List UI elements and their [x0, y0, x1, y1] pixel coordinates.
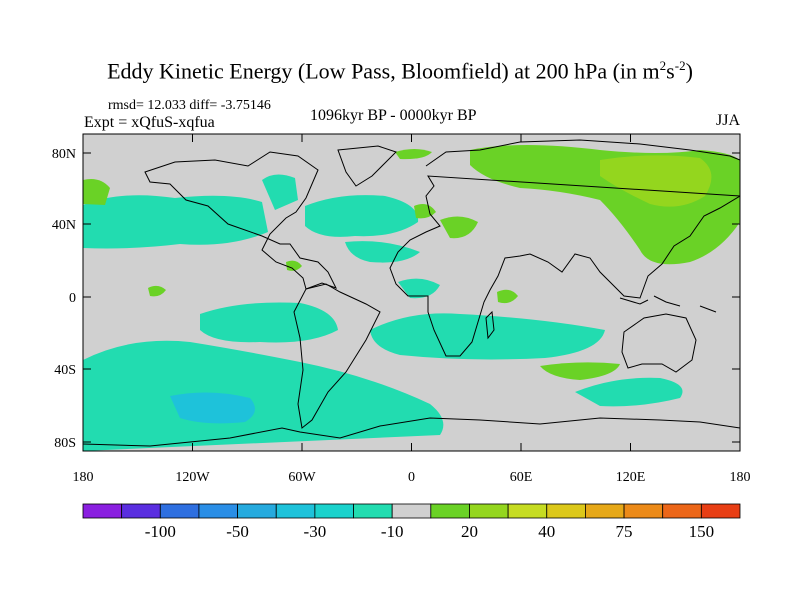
positive-anomaly-regions [83, 145, 740, 380]
coastline-indonesia [619, 295, 717, 313]
lon-label: 120W [175, 470, 210, 485]
colorbar-label: 20 [461, 522, 478, 541]
strong-negative-region-south-pacific [170, 392, 255, 424]
lon-label: 60E [510, 470, 533, 485]
coastline-south-america [293, 283, 381, 429]
latitude-axis: 80N 40N 0 40S 80S [52, 147, 740, 451]
negative-region-south-pacific-band [200, 302, 338, 343]
positive-region-east-africa [497, 289, 518, 304]
longitude-axis: 180 120W 60W 0 60E 120E 180 [73, 134, 751, 485]
colorbar-swatch [353, 503, 393, 519]
colorbar-swatch [159, 503, 200, 519]
chart-title: Eddy Kinetic Energy (Low Pass, Bloomfiel… [107, 58, 693, 84]
colorbar-label: 75 [616, 522, 633, 541]
coastline-madagascar [485, 310, 495, 340]
colorbar-swatch [237, 503, 277, 519]
lon-label: 120E [616, 470, 646, 485]
lon-label: 0 [408, 470, 415, 485]
stats-text: rmsd= 12.033 diff= -3.75146 [108, 98, 271, 113]
experiment-label: Expt = xQfuS-xqfua [84, 114, 215, 131]
colorbar-swatch [314, 503, 354, 519]
colorbar-swatch [507, 503, 548, 519]
lat-label: 80N [52, 147, 76, 162]
coastline-north-america [144, 151, 338, 290]
colorbar-swatch [700, 503, 741, 519]
colorbar-swatch [391, 503, 432, 519]
colorbar-label: -50 [226, 522, 249, 541]
strong-positive-region-siberia [600, 155, 712, 207]
negative-region-caribbean [345, 241, 420, 263]
coastline-greenland [337, 145, 397, 187]
positive-region-tropical-pacific [148, 285, 166, 297]
coastline-australia [621, 313, 697, 373]
colorbar-swatch [82, 503, 123, 519]
positive-region-mediterranean [440, 216, 478, 239]
colorbar-swatch [469, 503, 509, 519]
positive-region-southern-indian-strip [540, 362, 620, 380]
colorbar-swatch [275, 503, 316, 519]
colorbar-label: -10 [381, 522, 404, 541]
contour-fields [83, 139, 740, 451]
lat-label: 80S [54, 436, 76, 451]
lon-label: 180 [73, 470, 94, 485]
negative-region-north-atlantic [305, 195, 419, 237]
colorbar-swatch [546, 503, 586, 519]
negative-region-west-africa [398, 278, 440, 299]
period-label: 1096kyr BP - 0000kyr BP [310, 107, 477, 124]
colorbar: -100 -50 -30 -10 20 40 75 150 [82, 503, 741, 541]
positive-region-mexico [286, 260, 302, 271]
negative-region-south-indian [575, 377, 683, 407]
lon-label: 180 [730, 470, 751, 485]
colorbar-swatch [430, 503, 470, 519]
coastline-africa-eurasia [389, 139, 740, 357]
colorbar-label: 40 [538, 522, 555, 541]
colorbar-label: -30 [304, 522, 327, 541]
colorbar-swatch [121, 503, 161, 519]
colorbar-swatch [198, 503, 238, 519]
colorbar-label: -100 [145, 522, 176, 541]
negative-region-north-america [262, 174, 298, 210]
colorbar-swatch [662, 503, 702, 519]
lat-label: 40S [54, 363, 76, 378]
negative-region-southern-ocean [83, 340, 444, 451]
coastlines [83, 139, 740, 447]
season-label: JJA [716, 112, 741, 129]
colorbar-swatch [623, 503, 664, 519]
lat-label: 40N [52, 218, 76, 233]
negative-anomaly-regions [83, 174, 683, 451]
positive-region-west-edge [83, 179, 110, 205]
coastline-antarctica [83, 417, 740, 447]
negative-region-north-pacific [83, 195, 268, 249]
colorbar-swatch [585, 503, 625, 519]
colorbar-label: 150 [689, 522, 715, 541]
positive-region-arctic-atlantic [395, 149, 432, 160]
lat-label: 0 [69, 291, 76, 306]
lon-label: 60W [288, 470, 316, 485]
